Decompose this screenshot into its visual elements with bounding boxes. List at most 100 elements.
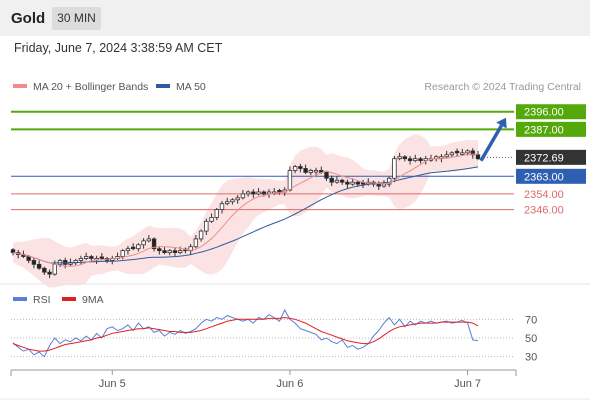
candle-up — [350, 181, 355, 185]
rsi-legend-label: RSI — [33, 294, 51, 306]
support-label: 2346.00 — [524, 205, 564, 217]
candle-up — [125, 248, 131, 252]
candle-up — [136, 244, 141, 250]
main-legend: MA 20 + Bollinger Bands MA 50 — [13, 81, 206, 93]
rsi-ma9-line — [12, 316, 479, 352]
candle-up — [235, 197, 240, 201]
candle-up — [219, 203, 225, 210]
candle-up — [83, 256, 89, 259]
last-price-label: 2372.69 — [524, 152, 564, 164]
candle-up — [245, 191, 251, 195]
pivot-label: 2363.00 — [524, 171, 564, 183]
candle-up — [381, 183, 387, 187]
candle-up — [397, 156, 402, 160]
candle-up — [413, 158, 418, 162]
candle-down — [376, 183, 381, 187]
candle-up — [460, 152, 465, 155]
candle-down — [10, 249, 16, 254]
x-axis: Jun 5 Jun 6 Jun 7 — [10, 369, 517, 390]
candle-down — [172, 250, 178, 254]
candle-down — [339, 179, 345, 183]
instrument-title: Gold — [11, 10, 46, 27]
candle-down — [261, 191, 266, 195]
pivot-tag — [516, 168, 586, 184]
candle-up — [141, 240, 146, 246]
rsi-tick: 30 — [525, 352, 537, 364]
candle-up — [204, 220, 209, 232]
level-labels: 2396.00 2387.00 2372.69 2363.00 2354.00 2346.… — [516, 104, 586, 217]
timeframe-button[interactable]: 30 MIN — [52, 7, 101, 30]
rsi-legend-swatch — [13, 297, 27, 301]
candle-down — [475, 154, 481, 160]
rsi-line — [12, 308, 479, 358]
bollinger-bands — [13, 134, 478, 288]
candle-down — [418, 158, 423, 162]
candle-up — [198, 230, 204, 240]
last-price-tag — [516, 149, 586, 165]
candle-down — [89, 256, 94, 259]
resistance-label: 2387.00 — [524, 124, 564, 136]
candle-up — [256, 191, 261, 195]
legend-swatch — [156, 84, 170, 88]
candle-down — [162, 250, 167, 254]
legend-swatch — [13, 84, 27, 88]
rsi-tick: 50 — [525, 333, 537, 345]
candle-up — [292, 166, 298, 171]
rsi-tick: 70 — [525, 314, 537, 326]
candle-down — [157, 248, 162, 252]
candle-down — [407, 158, 413, 162]
candle-up — [439, 156, 444, 159]
candle-up — [225, 201, 230, 205]
projection-arrow — [479, 117, 507, 162]
rsi-lines — [12, 308, 479, 358]
rsi-legend-swatch — [62, 297, 76, 301]
candle-up — [386, 177, 392, 185]
candle-down — [470, 150, 475, 156]
candle-down — [303, 168, 308, 173]
candle-up — [449, 152, 455, 156]
candle-down — [329, 177, 334, 183]
candle-up — [167, 250, 172, 254]
x-axis-label: Jun 5 — [99, 378, 126, 390]
candle-down — [298, 166, 303, 169]
x-axis-label: Jun 7 — [454, 378, 481, 390]
candle-down — [151, 238, 157, 250]
rsi-legend-label: 9MA — [82, 294, 104, 306]
candle-down — [345, 181, 350, 185]
candle-down — [26, 256, 31, 261]
candle-up — [209, 216, 214, 222]
rsi-legend: RSI 9MA — [13, 294, 104, 306]
candle-down — [31, 260, 37, 265]
chart-header: Gold 30 MIN — [0, 0, 590, 36]
candle-up — [423, 158, 428, 162]
candle-down — [454, 150, 460, 154]
candle-up — [465, 150, 470, 154]
candle-down — [130, 246, 136, 250]
ma50-line — [12, 166, 479, 264]
candle-up — [73, 260, 78, 263]
credit-text: Research © 2024 Trading Central — [424, 81, 581, 93]
candle-up — [146, 238, 152, 242]
candle-down — [355, 181, 361, 185]
support-label: 2354.00 — [524, 189, 564, 201]
candle-up — [334, 179, 340, 183]
moving-averages — [12, 153, 479, 267]
arrow-head — [496, 117, 507, 129]
candle-up — [52, 263, 57, 275]
ma20-line — [12, 153, 479, 267]
candle-up — [120, 250, 125, 257]
candle-up — [193, 238, 199, 248]
legend-label: MA 20 + Bollinger Bands — [33, 81, 148, 93]
legend-label: MA 50 — [176, 81, 206, 93]
candle-up — [240, 193, 246, 199]
candle-up — [78, 258, 84, 261]
candle-down — [99, 256, 105, 259]
candle-down — [324, 171, 329, 179]
candle-up — [444, 154, 449, 158]
resistance-tag — [516, 104, 586, 120]
candle-up — [308, 170, 314, 173]
candle-down — [402, 156, 408, 160]
candle-down — [47, 271, 52, 275]
